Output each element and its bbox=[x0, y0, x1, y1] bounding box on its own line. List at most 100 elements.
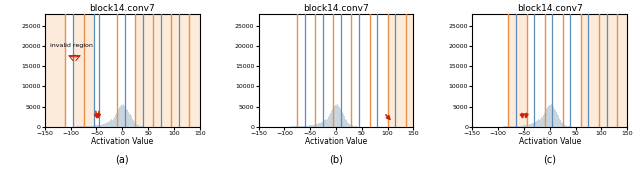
Bar bbox=[118, 109, 119, 127]
Bar bbox=[565, 125, 566, 127]
Bar bbox=[548, 105, 550, 127]
Bar bbox=[119, 107, 120, 127]
Bar bbox=[314, 125, 316, 127]
Bar bbox=[83, 126, 84, 127]
Bar bbox=[504, 126, 506, 127]
Bar bbox=[555, 110, 556, 127]
Bar bbox=[341, 110, 342, 127]
Bar bbox=[566, 126, 567, 127]
Bar bbox=[81, 126, 82, 127]
Bar bbox=[121, 105, 122, 127]
Bar bbox=[342, 112, 343, 127]
Text: (b): (b) bbox=[329, 155, 343, 165]
Bar bbox=[104, 124, 105, 127]
Bar bbox=[540, 119, 541, 127]
Bar bbox=[307, 126, 308, 127]
Bar bbox=[533, 123, 534, 127]
Bar bbox=[120, 106, 121, 127]
Bar bbox=[299, 126, 300, 127]
X-axis label: Activation Value: Activation Value bbox=[91, 137, 154, 146]
Bar bbox=[126, 108, 127, 127]
Bar bbox=[529, 125, 530, 127]
Bar bbox=[303, 126, 304, 127]
Bar bbox=[311, 125, 312, 127]
Bar bbox=[292, 126, 294, 127]
Bar bbox=[141, 126, 142, 127]
Bar bbox=[107, 123, 108, 127]
Title: block14.conv7: block14.conv7 bbox=[90, 4, 155, 13]
Bar bbox=[113, 119, 114, 127]
Bar bbox=[310, 125, 311, 127]
Bar bbox=[349, 124, 351, 127]
Bar bbox=[298, 126, 299, 127]
Bar bbox=[95, 125, 97, 127]
Bar bbox=[351, 125, 353, 127]
Bar bbox=[337, 104, 338, 127]
Text: invalid region: invalid region bbox=[51, 43, 93, 48]
Bar bbox=[300, 126, 301, 127]
Bar bbox=[532, 124, 533, 127]
Bar bbox=[521, 126, 522, 127]
Bar bbox=[296, 126, 297, 127]
Bar bbox=[82, 126, 83, 127]
Bar bbox=[312, 125, 314, 127]
Bar bbox=[135, 14, 153, 127]
Bar bbox=[543, 113, 545, 127]
Bar bbox=[508, 126, 509, 127]
Bar bbox=[545, 111, 546, 127]
Bar bbox=[100, 125, 102, 127]
Bar bbox=[302, 126, 303, 127]
Bar bbox=[111, 119, 112, 127]
Bar bbox=[93, 126, 94, 127]
X-axis label: Activation Value: Activation Value bbox=[305, 137, 367, 146]
Bar bbox=[333, 107, 334, 127]
Bar bbox=[78, 126, 79, 127]
Bar bbox=[562, 123, 563, 127]
Bar bbox=[326, 119, 328, 127]
Bar bbox=[139, 126, 140, 127]
Bar bbox=[297, 126, 298, 127]
Bar bbox=[553, 107, 554, 127]
Bar bbox=[109, 121, 110, 127]
Bar bbox=[339, 107, 340, 127]
Bar bbox=[321, 122, 323, 127]
Bar bbox=[522, 126, 523, 127]
Bar bbox=[328, 117, 329, 127]
Bar bbox=[88, 126, 89, 127]
Bar bbox=[568, 126, 570, 127]
Bar bbox=[558, 116, 559, 127]
Bar bbox=[388, 14, 413, 127]
Title: block14.conv7: block14.conv7 bbox=[517, 4, 582, 13]
Bar bbox=[92, 126, 93, 127]
Bar bbox=[335, 105, 336, 127]
Bar bbox=[323, 121, 324, 127]
X-axis label: Activation Value: Activation Value bbox=[518, 137, 581, 146]
Bar bbox=[132, 120, 134, 127]
Bar bbox=[301, 126, 302, 127]
Bar bbox=[172, 14, 189, 127]
Bar bbox=[114, 117, 115, 127]
Bar bbox=[305, 126, 306, 127]
Bar bbox=[136, 124, 137, 127]
Bar bbox=[84, 126, 85, 127]
Bar bbox=[503, 126, 504, 127]
Bar bbox=[125, 107, 126, 127]
Bar bbox=[115, 115, 116, 127]
Bar bbox=[127, 110, 129, 127]
Bar bbox=[80, 126, 81, 127]
Bar bbox=[319, 123, 321, 127]
Bar bbox=[551, 104, 552, 127]
Bar bbox=[110, 120, 111, 127]
Bar bbox=[514, 126, 515, 127]
Bar bbox=[336, 105, 337, 127]
Bar bbox=[102, 124, 104, 127]
Bar bbox=[317, 124, 319, 127]
Bar bbox=[99, 125, 100, 127]
Bar bbox=[531, 124, 532, 127]
Bar bbox=[45, 14, 65, 127]
Bar bbox=[346, 120, 348, 127]
Bar bbox=[134, 123, 136, 127]
Bar bbox=[599, 14, 617, 127]
Bar bbox=[306, 126, 307, 127]
Bar bbox=[355, 126, 356, 127]
